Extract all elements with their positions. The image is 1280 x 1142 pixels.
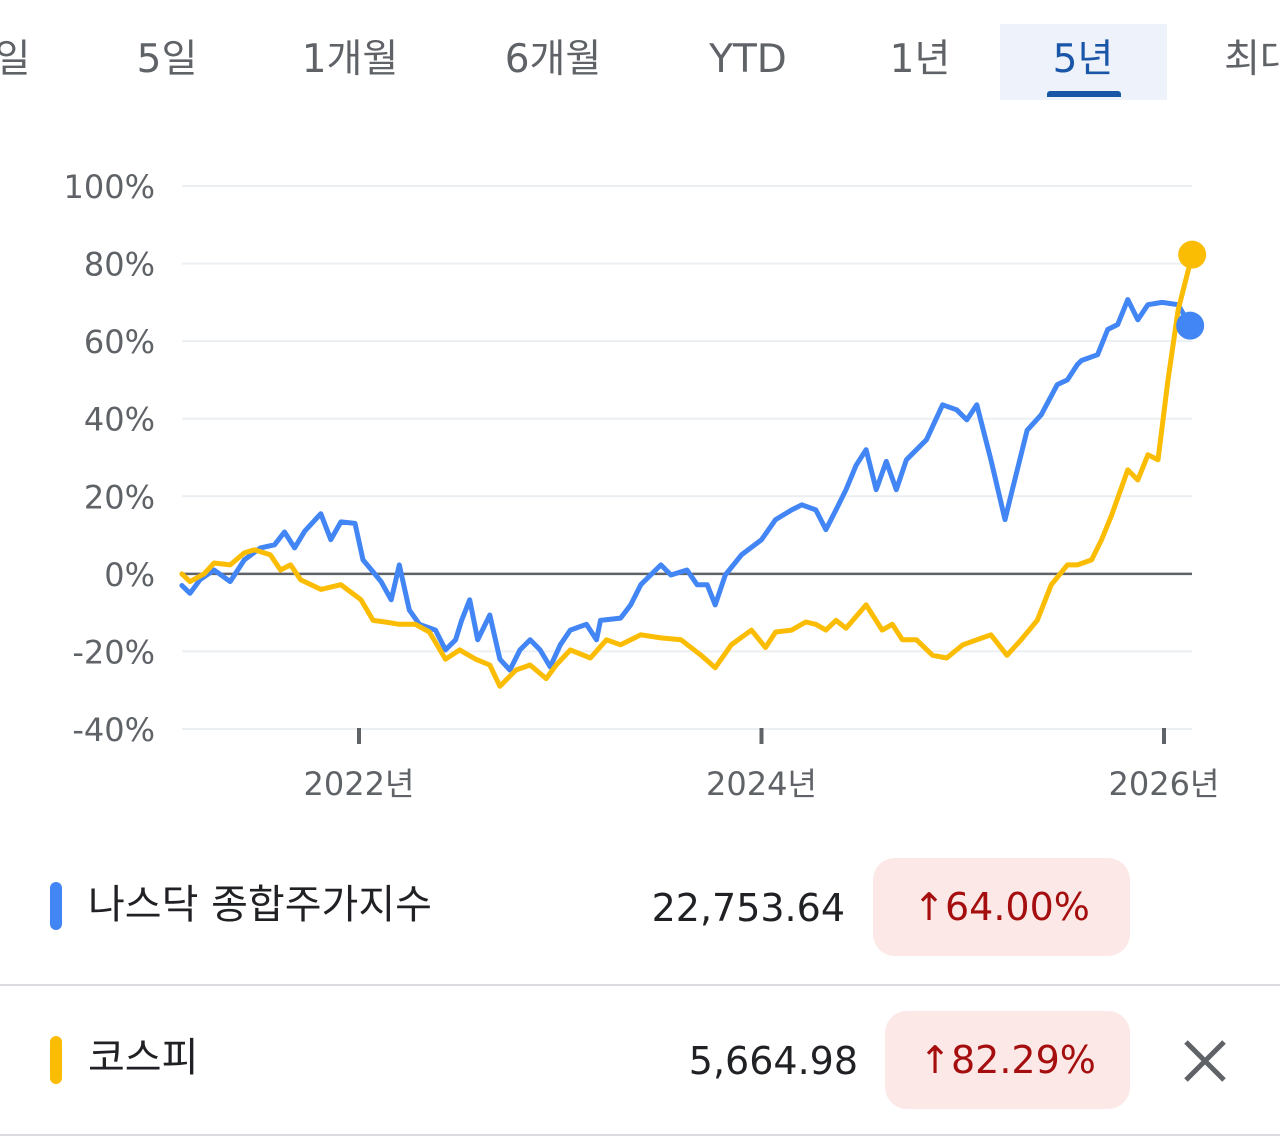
arrow-up-icon: ↑ (919, 1038, 951, 1082)
y-tick-label: 20% (84, 478, 155, 516)
legend-row-kospi[interactable]: 코스피 5,664.98 ↑82.29% (0, 1008, 1280, 1109)
selected-tab-indicator (1047, 91, 1121, 97)
tab-1m[interactable]: 1개월 (301, 37, 399, 82)
series-value: 5,664.98 (688, 1039, 858, 1083)
comparison-line-chart: 100% 80% 60% 40% 20% 0% -20% -40% 2022년 2024년 202… (64, 168, 1220, 803)
series-color-swatch (50, 1036, 62, 1084)
tab-ytd[interactable]: YTD (709, 37, 787, 82)
y-tick-label: 40% (84, 401, 155, 439)
x-tick-label: 2026년 (1109, 765, 1220, 803)
series-line-kospi (179, 252, 1195, 689)
change-percent: 82.29% (950, 1038, 1096, 1082)
legend-row-nasdaq[interactable]: 나스닥 종합주가지수 22,753.64 ↑64.00% (0, 855, 1280, 956)
y-tick-label: 80% (84, 246, 155, 284)
divider (0, 1134, 1280, 1136)
series-name: 나스닥 종합주가지수 (88, 882, 432, 928)
divider (0, 984, 1280, 986)
series-line-nasdaq (179, 297, 1193, 673)
tab-5y[interactable]: 5년 (1052, 37, 1114, 82)
series-name: 코스피 (88, 1035, 199, 1081)
tab-max[interactable]: 최대 (1224, 37, 1280, 82)
tab-5d[interactable]: 5일 (136, 37, 198, 82)
x-tick-label: 2024년 (706, 765, 817, 803)
tab-1d[interactable]: 1일 (0, 37, 31, 82)
arrow-up-icon: ↑ (913, 885, 945, 929)
y-tick-label: 60% (84, 323, 155, 361)
series-endpoint-kospi (1178, 240, 1207, 269)
y-tick-label: -20% (72, 633, 155, 671)
close-icon[interactable] (1180, 1036, 1230, 1086)
x-tick-label: 2022년 (304, 765, 415, 803)
series-endpoint-nasdaq (1176, 311, 1205, 340)
tab-1y[interactable]: 1년 (889, 37, 951, 82)
y-tick-label: 0% (104, 556, 155, 594)
y-tick-label: -40% (72, 711, 155, 749)
y-tick-label: 100% (64, 168, 155, 206)
change-percent: 64.00% (944, 885, 1090, 929)
change-badge: ↑64.00% (873, 858, 1130, 956)
change-badge: ↑82.29% (885, 1011, 1130, 1109)
series-color-swatch (50, 882, 62, 930)
selected-tab-highlight (1000, 24, 1167, 100)
tab-6m[interactable]: 6개월 (504, 37, 602, 82)
series-value: 22,753.64 (651, 886, 845, 930)
